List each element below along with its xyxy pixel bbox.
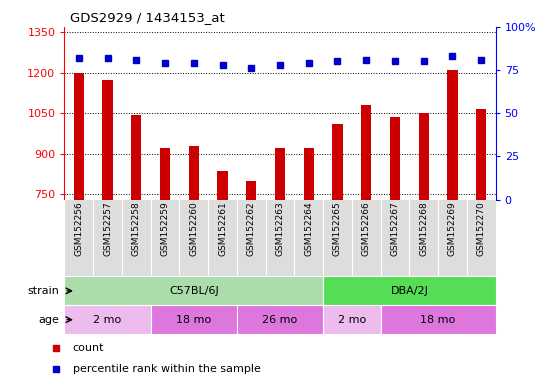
Bar <box>160 148 170 200</box>
Bar <box>361 105 371 200</box>
Bar <box>151 305 237 334</box>
Bar <box>102 79 113 200</box>
Text: GSM152270: GSM152270 <box>477 201 486 256</box>
Text: GSM152257: GSM152257 <box>103 201 112 256</box>
Bar <box>447 70 458 200</box>
Text: GSM152265: GSM152265 <box>333 201 342 256</box>
Bar <box>64 276 323 305</box>
Text: GSM152268: GSM152268 <box>419 201 428 256</box>
Text: GSM152260: GSM152260 <box>189 201 198 256</box>
Text: GSM152267: GSM152267 <box>390 201 399 256</box>
Bar <box>381 305 496 334</box>
Bar <box>323 305 381 334</box>
Bar <box>390 118 400 200</box>
Text: age: age <box>38 314 59 325</box>
Text: GSM152256: GSM152256 <box>74 201 83 256</box>
Text: GSM152264: GSM152264 <box>304 201 313 256</box>
Bar <box>275 148 285 200</box>
Text: C57BL/6J: C57BL/6J <box>169 286 218 296</box>
Bar <box>304 148 314 200</box>
Text: count: count <box>73 343 104 353</box>
Text: GSM152259: GSM152259 <box>161 201 170 256</box>
Text: GSM152266: GSM152266 <box>362 201 371 256</box>
Text: 2 mo: 2 mo <box>94 314 122 325</box>
Text: GDS2929 / 1434153_at: GDS2929 / 1434153_at <box>70 11 225 24</box>
Text: DBA/2J: DBA/2J <box>390 286 428 296</box>
Bar <box>64 305 151 334</box>
Text: GSM152262: GSM152262 <box>247 201 256 256</box>
Text: strain: strain <box>27 286 59 296</box>
Bar <box>323 276 496 305</box>
Bar <box>74 73 84 200</box>
Text: GSM152258: GSM152258 <box>132 201 141 256</box>
Text: 18 mo: 18 mo <box>176 314 211 325</box>
Text: GSM152269: GSM152269 <box>448 201 457 256</box>
Text: percentile rank within the sample: percentile rank within the sample <box>73 364 260 374</box>
Bar <box>217 171 227 200</box>
Bar <box>237 305 323 334</box>
Bar <box>246 181 256 200</box>
Text: 2 mo: 2 mo <box>338 314 366 325</box>
Bar <box>333 124 343 200</box>
Text: 26 mo: 26 mo <box>263 314 297 325</box>
Text: GSM152261: GSM152261 <box>218 201 227 256</box>
Bar <box>189 146 199 200</box>
Bar <box>131 115 141 200</box>
Text: 18 mo: 18 mo <box>421 314 456 325</box>
Bar <box>419 113 429 200</box>
Text: GSM152263: GSM152263 <box>276 201 284 256</box>
Bar <box>476 109 486 200</box>
